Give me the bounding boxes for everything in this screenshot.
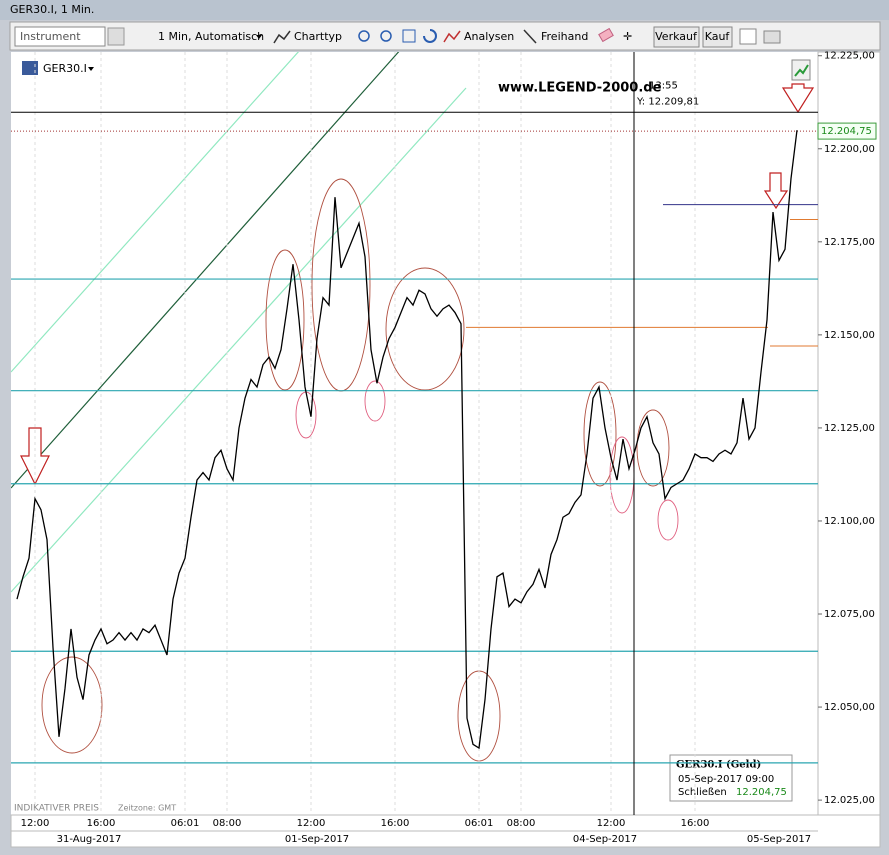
- interval-dropdown[interactable]: 1 Min, Automatisch: [158, 30, 264, 43]
- highlight-ellipse: [265, 249, 305, 391]
- print-button[interactable]: [763, 30, 781, 44]
- chart-type-dropdown[interactable]: Charttyp: [294, 30, 342, 43]
- x-tick-label: 06:01: [171, 818, 200, 829]
- highlight-ellipse: [41, 656, 103, 754]
- date-label: 01-Sep-2017: [285, 834, 349, 845]
- last-price-label: 12.204,75: [821, 126, 872, 137]
- date-label: 31-Aug-2017: [57, 834, 122, 845]
- chart-window-button[interactable]: [739, 28, 757, 45]
- trend-line: [11, 52, 400, 489]
- down-arrow: [781, 83, 815, 114]
- dropdown-arrow: [88, 67, 94, 71]
- date-label: 04-Sep-2017: [573, 834, 637, 845]
- y-tick-label: 12.100,00: [824, 516, 875, 527]
- x-tick-label: 12:00: [21, 818, 50, 829]
- down-arrow: [763, 172, 789, 210]
- chart-type-icon: [273, 30, 291, 44]
- zoom-out-button[interactable]: [380, 30, 392, 42]
- date-label: 05-Sep-2017: [747, 834, 811, 845]
- x-tick-label: 08:00: [213, 818, 242, 829]
- chart-instrument[interactable]: GER30.I: [43, 62, 87, 75]
- info-title: GER30.I (Geld): [676, 760, 761, 771]
- crosshair-tool[interactable]: ✛: [623, 30, 632, 43]
- highlight-ellipse: [385, 267, 465, 391]
- highlight-ellipse: [657, 499, 679, 541]
- freehand-icon: [523, 29, 537, 44]
- crosshair-price: Y: 12.209,81: [636, 96, 699, 107]
- y-tick-label: 12.125,00: [824, 423, 875, 434]
- cfd-icon: [22, 61, 38, 75]
- last-price-tag: [817, 122, 877, 140]
- plot-layer: [11, 52, 818, 815]
- title-bar: [0, 0, 889, 20]
- plot-area: [11, 52, 818, 815]
- y-tick-label: 12.150,00: [824, 330, 875, 341]
- x-tick-label: 16:00: [381, 818, 410, 829]
- y-tick-label: 12.225,00: [824, 51, 875, 62]
- crosshair-time: 13:55: [649, 80, 678, 91]
- price-line-series: [16, 130, 798, 750]
- freehand-dropdown[interactable]: Freihand: [541, 30, 588, 43]
- y-tick-label: 12.050,00: [824, 702, 875, 713]
- highlight-ellipse: [583, 381, 617, 487]
- trend-icon-line: [794, 64, 809, 77]
- instrument-input[interactable]: [14, 26, 106, 47]
- reset-button[interactable]: [423, 29, 437, 43]
- x-tick-label: 06:01: [465, 818, 494, 829]
- channel-line: [11, 87, 467, 593]
- y-tick-label: 12.200,00: [824, 144, 875, 155]
- window-title: GER30.I, 1 Min.: [10, 3, 94, 16]
- info-close-label: Schließen: [678, 787, 727, 798]
- y-tick-label: 12.025,00: [824, 795, 875, 806]
- fit-button[interactable]: [402, 29, 416, 43]
- dropdown-arrow: [256, 35, 262, 39]
- toolbar: [9, 21, 881, 51]
- analyses-dropdown[interactable]: Analysen: [464, 30, 514, 43]
- analyses-icon: [443, 30, 461, 43]
- x-tick-label: 12:00: [297, 818, 326, 829]
- info-close-value: 12.204,75: [736, 787, 787, 798]
- zoom-in-button[interactable]: [358, 30, 370, 42]
- x-tick-label: 16:00: [681, 818, 710, 829]
- x-tick-label: 08:00: [507, 818, 536, 829]
- y-axis-area: [817, 51, 881, 816]
- sell-button[interactable]: [653, 26, 700, 48]
- eraser-button[interactable]: [598, 27, 614, 43]
- sell-label: Verkauf: [655, 30, 698, 43]
- watermark: www.LEGEND-2000.de: [498, 81, 662, 96]
- x-tick-label: 16:00: [87, 818, 116, 829]
- highlight-ellipse: [636, 409, 670, 487]
- channel-line: [11, 52, 300, 373]
- footer-note: INDIKATIVER PREIS: [14, 804, 99, 814]
- y-tick-label: 12.175,00: [824, 237, 875, 248]
- timezone-note: Zeitzone: GMT: [118, 804, 176, 813]
- x-tick-label: 12:00: [597, 818, 626, 829]
- buy-label: Kauf: [705, 30, 731, 43]
- highlight-ellipse: [364, 380, 386, 422]
- buy-button[interactable]: [702, 26, 733, 48]
- instrument-list-button[interactable]: [107, 27, 125, 46]
- info-date: 05-Sep-2017 09:00: [678, 774, 774, 785]
- y-tick-label: 12.075,00: [824, 609, 875, 620]
- instrument-placeholder: Instrument: [20, 30, 81, 43]
